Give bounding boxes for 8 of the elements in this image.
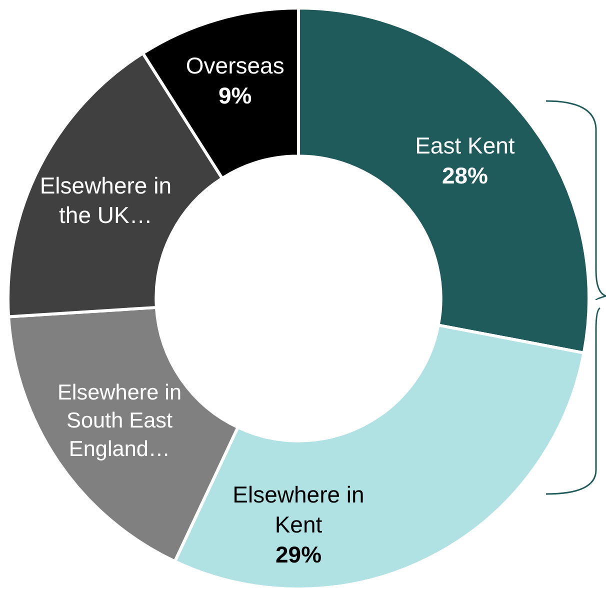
slice-label: Overseas bbox=[186, 52, 284, 78]
slice-label: Elsewhere in Kent bbox=[232, 482, 364, 538]
slice-label: Elsewhere in the UK… bbox=[40, 172, 172, 228]
data-label: 28% bbox=[442, 162, 488, 188]
data-label: 9% bbox=[218, 82, 252, 108]
data-label: 29% bbox=[275, 542, 322, 568]
slice-label: Elsewhere in South East England… bbox=[57, 380, 182, 461]
slice-label: East Kent bbox=[415, 132, 516, 159]
